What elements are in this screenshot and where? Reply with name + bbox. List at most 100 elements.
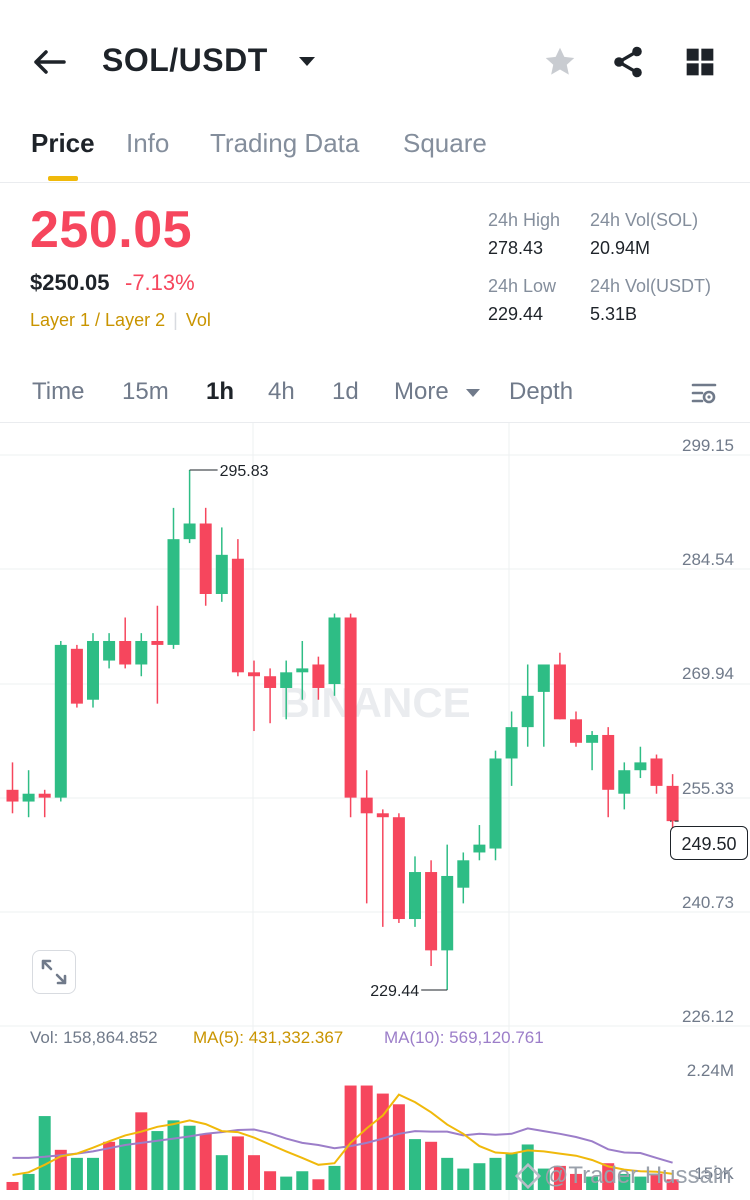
candle-body	[167, 539, 180, 645]
candlestick-chart[interactable]: BINANCE 295.83 229.44	[0, 423, 750, 1200]
timeframe-depth[interactable]: Depth	[509, 378, 574, 405]
vol-axis-label: 2.24M	[686, 1061, 734, 1080]
candle-body	[618, 770, 631, 794]
back-button[interactable]	[30, 42, 70, 82]
volume-bar	[376, 1093, 389, 1190]
candle-body	[537, 664, 550, 692]
volume-bar	[360, 1085, 373, 1190]
volume-bar	[151, 1131, 164, 1190]
candle-body	[183, 523, 196, 540]
vol-usdt-value: 5.31B	[590, 304, 638, 324]
low-marker-label: 229.44	[370, 983, 419, 1000]
candle-body	[473, 844, 486, 853]
chart-settings-button[interactable]	[690, 380, 718, 408]
volume-bar	[344, 1085, 357, 1190]
candle-body	[312, 664, 325, 688]
pair-title[interactable]: SOL/USDT	[102, 42, 268, 78]
main-tabs: Price Info Trading Data Square	[0, 128, 750, 182]
volume-bar	[215, 1155, 228, 1190]
candle-body	[360, 797, 373, 814]
ma10-legend-value: MA(10): 569,120.761	[384, 1028, 544, 1047]
favorite-button[interactable]	[542, 44, 578, 80]
volume-bar	[231, 1136, 244, 1190]
candles	[6, 470, 679, 990]
candle-body	[489, 758, 502, 849]
y-axis-label: 255.33	[682, 779, 734, 798]
tab-price[interactable]: Price	[31, 128, 95, 158]
volume-bar	[199, 1133, 212, 1190]
candle-body	[634, 762, 647, 771]
fullscreen-button[interactable]	[32, 950, 76, 994]
tag-vol[interactable]: Vol	[185, 310, 211, 330]
pair-dropdown-button[interactable]	[296, 52, 318, 72]
candle-body	[54, 644, 67, 798]
ma5-legend-value: MA(5): 431,332.367	[193, 1028, 344, 1047]
candle-body	[22, 793, 35, 802]
share-button[interactable]	[610, 44, 646, 80]
binance-watermark: BINANCE	[279, 679, 470, 726]
candle-body	[457, 860, 470, 888]
last-price: 250.05	[30, 201, 193, 259]
candle-body	[586, 734, 599, 743]
timeframe-4h[interactable]: 4h	[268, 378, 295, 405]
volume-bars	[6, 1085, 679, 1190]
volume-bar	[473, 1163, 486, 1190]
timeframe-time[interactable]: Time	[32, 378, 85, 405]
candle-body	[376, 813, 389, 818]
candle-body	[425, 872, 438, 951]
volume-bar	[392, 1104, 405, 1190]
volume-bar	[457, 1168, 470, 1190]
candle-body	[38, 793, 51, 798]
vol-axis-label: 159K	[694, 1164, 734, 1183]
price-markers: 295.83 229.44	[189, 463, 679, 1000]
vol-sol-value: 20.94M	[590, 238, 651, 258]
volume-bar	[586, 1176, 599, 1190]
volume-bar	[409, 1139, 421, 1190]
chart-settings-icon	[691, 383, 717, 404]
volume-bar	[570, 1173, 582, 1190]
volume-bar	[6, 1181, 19, 1190]
volume-bar	[135, 1112, 148, 1190]
y-axis-label: 269.94	[682, 664, 734, 683]
weibo-logo-icon	[514, 1162, 542, 1190]
vol-legend-value: Vol: 158,864.852	[30, 1028, 158, 1047]
timeframe-1d[interactable]: 1d	[332, 378, 359, 405]
candle-body	[441, 875, 454, 951]
timeframe-15m[interactable]: 15m	[122, 378, 169, 405]
candle-body	[553, 664, 566, 720]
volume-bar	[248, 1155, 260, 1190]
tag-separator-icon: |	[173, 310, 178, 330]
volume-bar	[618, 1173, 631, 1190]
timeframe-1h[interactable]: 1h	[206, 378, 235, 405]
current-price-tag[interactable]: 249.50	[670, 826, 748, 860]
candle-body	[650, 758, 663, 786]
volume-bar	[87, 1157, 99, 1190]
candle-body	[521, 695, 534, 728]
candle-body	[231, 558, 244, 673]
y-axis-label: 284.54	[682, 550, 734, 569]
volume-bar	[666, 1179, 679, 1190]
more-caret-icon	[464, 386, 482, 400]
candle-body	[392, 817, 405, 920]
tab-square[interactable]: Square	[403, 128, 487, 158]
vol-usdt-label: 24h Vol(USDT)	[590, 276, 712, 296]
volume-bar	[521, 1144, 534, 1190]
ma5-line	[12, 1093, 673, 1176]
volume-bar	[22, 1173, 35, 1190]
candle-body	[409, 872, 421, 920]
volume-bar	[602, 1163, 615, 1190]
layout-grid-button[interactable]	[684, 46, 716, 78]
vol-sol-label: 24h Vol(SOL)	[590, 210, 699, 230]
tab-trading-data[interactable]: Trading Data	[210, 128, 360, 158]
tab-info[interactable]: Info	[126, 128, 170, 158]
candle-body	[70, 648, 83, 704]
candle-body	[280, 672, 293, 688]
volume-bar	[441, 1157, 454, 1190]
share-icon	[614, 46, 642, 78]
expand-icon	[41, 959, 67, 985]
grid-icon	[686, 48, 714, 76]
volume-bar	[38, 1116, 51, 1190]
high-label: 24h High	[488, 210, 561, 230]
tag-layer[interactable]: Layer 1 / Layer 2	[30, 310, 166, 330]
timeframe-more[interactable]: More	[394, 378, 449, 405]
